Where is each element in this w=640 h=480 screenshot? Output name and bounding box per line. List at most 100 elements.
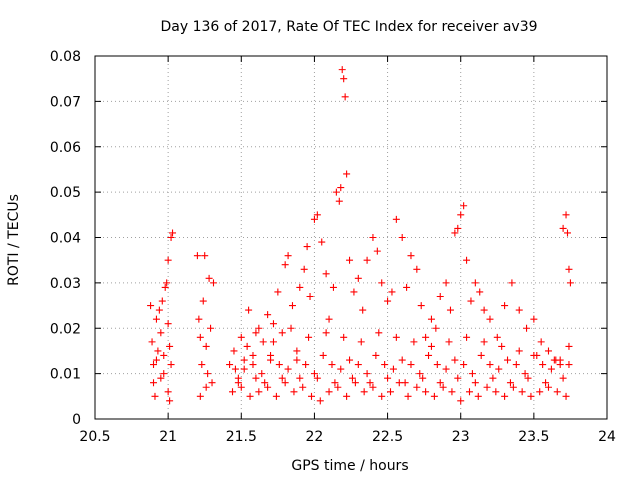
data-point bbox=[204, 370, 212, 378]
data-point bbox=[246, 392, 254, 400]
data-point bbox=[340, 75, 348, 83]
data-point bbox=[160, 370, 168, 378]
data-point bbox=[457, 397, 465, 405]
y-tick-label: 0.07 bbox=[50, 94, 81, 110]
x-tick-label: 23.5 bbox=[518, 429, 549, 445]
data-point bbox=[547, 365, 555, 373]
data-point bbox=[252, 374, 260, 382]
data-point bbox=[152, 315, 160, 323]
data-point bbox=[310, 215, 318, 223]
data-point bbox=[515, 306, 523, 314]
y-tick-label: 0.02 bbox=[50, 321, 81, 337]
x-tick-label: 24 bbox=[598, 429, 616, 445]
data-point bbox=[328, 361, 336, 369]
data-point bbox=[196, 392, 204, 400]
data-point bbox=[477, 351, 485, 359]
data-point bbox=[278, 329, 286, 337]
data-point bbox=[422, 388, 430, 396]
data-point bbox=[281, 379, 289, 387]
data-point bbox=[259, 338, 267, 346]
data-point bbox=[403, 283, 411, 291]
data-point bbox=[413, 383, 421, 391]
data-point bbox=[341, 93, 349, 101]
data-point bbox=[147, 302, 155, 310]
data-point bbox=[150, 361, 158, 369]
data-point bbox=[524, 374, 532, 382]
data-point bbox=[313, 211, 321, 219]
data-point bbox=[351, 379, 359, 387]
data-point bbox=[471, 379, 479, 387]
data-point bbox=[205, 274, 213, 282]
data-point bbox=[564, 229, 572, 237]
data-point bbox=[155, 306, 163, 314]
data-point bbox=[209, 279, 217, 287]
data-point bbox=[398, 356, 406, 364]
data-point bbox=[337, 365, 345, 373]
data-point bbox=[325, 388, 333, 396]
data-point bbox=[343, 392, 351, 400]
data-point bbox=[395, 379, 403, 387]
data-point bbox=[288, 302, 296, 310]
data-point bbox=[303, 243, 311, 251]
data-point bbox=[284, 252, 292, 260]
data-point bbox=[463, 256, 471, 264]
data-point bbox=[322, 329, 330, 337]
data-point bbox=[319, 351, 327, 359]
data-point bbox=[359, 306, 367, 314]
data-point bbox=[480, 338, 488, 346]
data-point bbox=[369, 383, 377, 391]
data-point bbox=[274, 288, 282, 296]
data-point bbox=[343, 170, 351, 178]
data-point bbox=[167, 361, 175, 369]
data-point bbox=[430, 392, 438, 400]
data-point bbox=[287, 324, 295, 332]
data-point bbox=[550, 356, 558, 364]
data-point bbox=[454, 374, 462, 382]
data-point bbox=[386, 388, 394, 396]
data-point bbox=[269, 320, 277, 328]
data-point bbox=[530, 315, 538, 323]
data-point bbox=[501, 392, 509, 400]
data-point bbox=[392, 333, 400, 341]
data-point bbox=[369, 234, 377, 241]
data-point bbox=[542, 379, 550, 387]
data-point bbox=[401, 379, 409, 387]
data-point bbox=[556, 356, 564, 364]
data-point bbox=[442, 279, 450, 287]
data-point bbox=[296, 374, 304, 382]
data-point bbox=[448, 388, 456, 396]
data-point bbox=[240, 365, 248, 373]
data-point bbox=[350, 288, 358, 296]
y-tick-label: 0.04 bbox=[50, 231, 81, 247]
data-point bbox=[465, 388, 473, 396]
data-point bbox=[366, 379, 374, 387]
data-point bbox=[201, 252, 209, 260]
x-tick-label: 22 bbox=[306, 429, 324, 445]
data-point bbox=[445, 338, 453, 346]
data-point bbox=[275, 361, 283, 369]
grid bbox=[95, 56, 607, 419]
data-point bbox=[300, 265, 308, 273]
y-tick-label: 0 bbox=[72, 412, 81, 428]
data-point bbox=[523, 324, 531, 332]
data-point bbox=[544, 347, 552, 355]
data-point bbox=[161, 283, 169, 291]
data-point bbox=[518, 388, 526, 396]
data-point bbox=[337, 184, 345, 192]
data-point bbox=[515, 347, 523, 355]
data-point bbox=[166, 342, 174, 350]
x-tick-label: 22.5 bbox=[372, 429, 403, 445]
data-point bbox=[272, 392, 280, 400]
data-point bbox=[198, 361, 206, 369]
data-point bbox=[278, 374, 286, 382]
y-tick-label: 0.06 bbox=[50, 140, 81, 156]
data-point bbox=[508, 279, 516, 287]
data-point bbox=[433, 361, 441, 369]
data-point bbox=[151, 392, 159, 400]
data-point bbox=[375, 329, 383, 337]
data-point bbox=[340, 333, 348, 341]
data-point bbox=[237, 333, 245, 341]
data-point bbox=[202, 342, 210, 350]
data-point bbox=[154, 347, 162, 355]
